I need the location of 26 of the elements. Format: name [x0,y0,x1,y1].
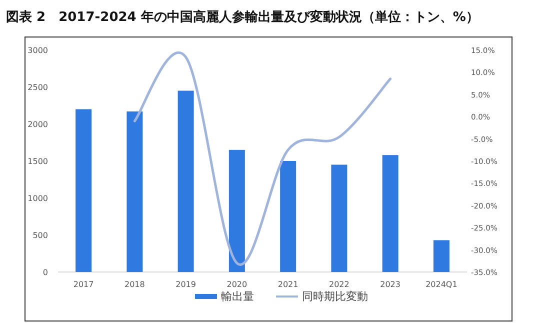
bar [178,90,194,272]
y-tick-label: 3000 [28,46,48,55]
bar [331,164,348,272]
bar [382,155,398,272]
y-tick-label: 1000 [28,194,48,203]
x-tick-label: 2023 [380,280,400,289]
bar [126,111,143,272]
bar [433,240,450,272]
y-tick-label: 0 [42,268,48,277]
x-tick-label: 2019 [176,280,196,289]
x-tick-label: 2021 [278,280,298,289]
bar [228,150,245,272]
y-tick-label: 500 [32,231,48,240]
x-tick-label: 2018 [124,280,145,289]
y-tick-label: 2000 [28,120,48,129]
x-tick-label: 2020 [226,280,248,289]
x-tick-label: 2024Q1 [426,280,458,289]
y-tick-label: 1500 [28,157,48,166]
legend-label: 同時期比変動 [302,290,368,303]
x-tick-label: 2017 [73,280,94,289]
bar [76,109,92,272]
chart-title: 図表 2 2017-2024 年の中国高麗人参輸出量及び変動状況（単位：トン、%） [6,9,479,25]
y-tick-label: 2500 [28,83,48,92]
legend-label: 輸出量 [221,290,254,303]
bar [280,161,296,272]
x-tick-label: 2022 [329,280,350,289]
